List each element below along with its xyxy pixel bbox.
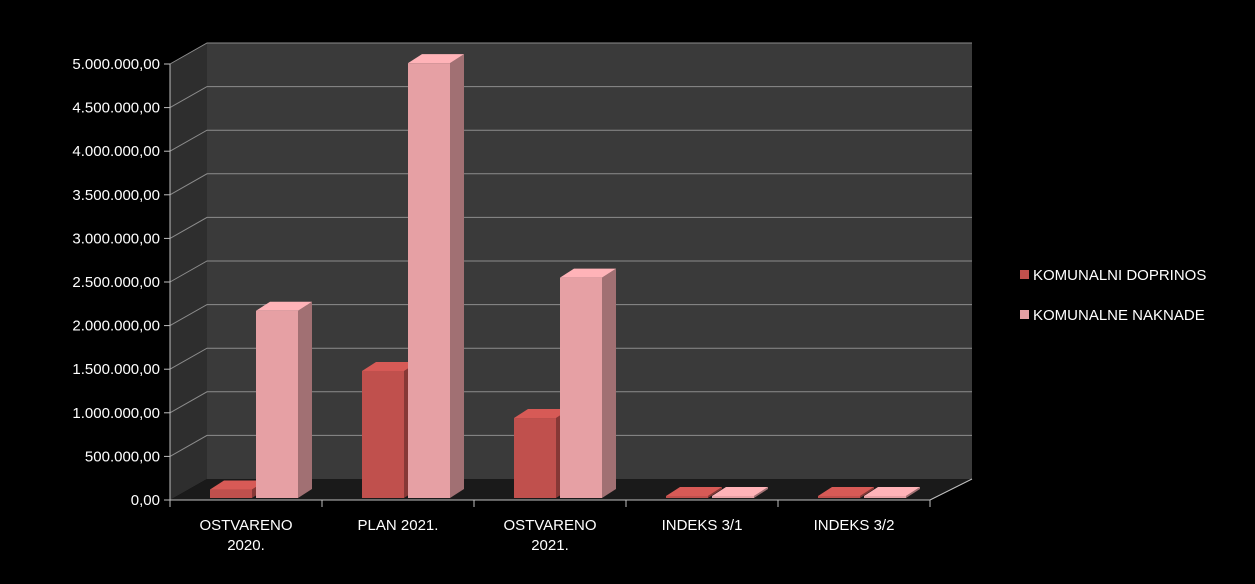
floor-edge — [929, 478, 973, 501]
bar-top — [818, 487, 874, 496]
gridline — [169, 391, 972, 414]
y-tick-label: 4.000.000,00 — [72, 143, 160, 160]
bar-front — [408, 63, 450, 499]
legend-swatch — [1020, 270, 1029, 279]
y-tick-label: 2.000.000,00 — [72, 318, 160, 335]
bar-front — [210, 489, 252, 498]
gridline — [169, 129, 972, 152]
x-tick-label: INDEKS 3/1 — [662, 517, 743, 534]
bar-front — [666, 496, 708, 498]
x-tick-label: 2021. — [531, 537, 569, 554]
gridline — [169, 347, 972, 370]
bar-1-2 — [560, 268, 616, 498]
gridline — [169, 216, 972, 239]
y-tick-label: 500.000,00 — [85, 448, 160, 465]
bar-top — [560, 268, 616, 278]
x-tick-label: 2020. — [227, 537, 265, 554]
legend-label: KOMUNALNE NAKNADE — [1033, 307, 1205, 324]
bar-top — [514, 409, 570, 419]
bar-top — [408, 54, 464, 64]
bar-top — [666, 487, 722, 496]
y-tick-label: 3.000.000,00 — [72, 230, 160, 247]
bar-front — [818, 496, 860, 498]
gridline — [169, 304, 972, 327]
gridline — [169, 173, 972, 196]
bar-side — [754, 487, 768, 498]
bar-0-3 — [666, 487, 722, 498]
bar-1-1 — [408, 54, 464, 499]
x-tick-label: OSTVARENO — [199, 517, 292, 534]
gridline — [169, 42, 972, 65]
bar-side — [860, 487, 874, 498]
bar-front — [256, 310, 298, 498]
bar-front — [864, 496, 906, 498]
x-tick-label: PLAN 2021. — [358, 517, 439, 534]
bar-side — [602, 268, 616, 498]
bar-top — [256, 301, 312, 311]
gridline-layer — [169, 42, 972, 457]
bar-top — [712, 487, 768, 496]
bar-1-4 — [864, 487, 920, 498]
bar-front — [560, 277, 602, 498]
bar-layer — [210, 54, 920, 499]
bar-front — [514, 418, 556, 498]
bar-top — [210, 480, 266, 490]
bar-side — [450, 54, 464, 499]
y-tick-label: 1.000.000,00 — [72, 405, 160, 422]
y-tick-label: 5.000.000,00 — [72, 56, 160, 73]
y-tick-label: 3.500.000,00 — [72, 187, 160, 204]
gridline — [169, 260, 972, 283]
x-tick-label: INDEKS 3/2 — [814, 517, 895, 534]
bar-side — [708, 487, 722, 498]
y-tick-label: 1.500.000,00 — [72, 361, 160, 378]
legend-label: KOMUNALNI DOPRINOS — [1033, 267, 1206, 284]
bar-side — [298, 301, 312, 498]
x-tick-label: OSTVARENO — [503, 517, 596, 534]
bar-top — [362, 361, 418, 371]
bar-front — [712, 496, 754, 498]
bar-0-4 — [818, 487, 874, 498]
legend: KOMUNALNI DOPRINOS KOMUNALNE NAKNADE — [1020, 267, 1206, 324]
y-tick-label: 4.500.000,00 — [72, 100, 160, 117]
bar-1-3 — [712, 487, 768, 498]
axis-layer: 0,00 500.000,00 1.000.000,00 1.500.000,00 2.… — [72, 56, 973, 554]
bar-side — [906, 487, 920, 498]
bar-front — [362, 370, 404, 498]
y-tick-label: 0,00 — [131, 492, 160, 509]
y-tick-label: 2.500.000,00 — [72, 274, 160, 291]
gridline — [169, 86, 972, 109]
legend-swatch — [1020, 310, 1029, 319]
bar-top — [864, 487, 920, 496]
gridline — [169, 434, 972, 457]
bar-1-0 — [256, 301, 312, 498]
